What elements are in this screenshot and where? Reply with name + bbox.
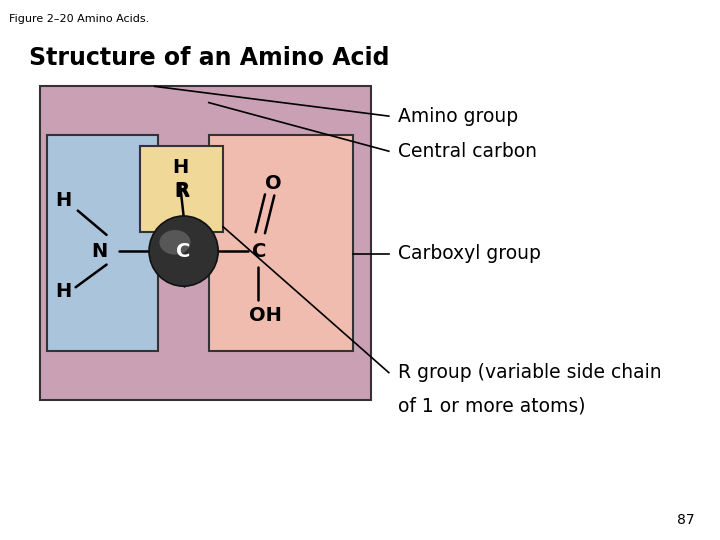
Bar xyxy=(209,135,353,351)
Text: Central carbon: Central carbon xyxy=(398,141,537,161)
Ellipse shape xyxy=(149,216,218,286)
Text: Amino group: Amino group xyxy=(398,106,518,126)
Text: N: N xyxy=(91,241,107,261)
Text: R group (variable side chain: R group (variable side chain xyxy=(398,363,662,382)
Text: C: C xyxy=(176,241,191,261)
Bar xyxy=(140,146,223,232)
Text: R: R xyxy=(175,182,189,201)
Bar xyxy=(40,86,371,400)
Text: Carboxyl group: Carboxyl group xyxy=(398,244,541,264)
Text: R: R xyxy=(175,180,189,200)
Text: of 1 or more atoms): of 1 or more atoms) xyxy=(398,396,585,416)
Text: O: O xyxy=(265,174,282,193)
Text: Figure 2–20 Amino Acids.: Figure 2–20 Amino Acids. xyxy=(9,14,149,24)
Text: C: C xyxy=(252,241,266,261)
Ellipse shape xyxy=(159,230,191,255)
Bar xyxy=(47,135,158,351)
Text: 87: 87 xyxy=(678,512,695,526)
Text: H: H xyxy=(172,158,188,177)
Text: OH: OH xyxy=(248,306,282,326)
Text: H: H xyxy=(55,191,71,211)
Text: Structure of an Amino Acid: Structure of an Amino Acid xyxy=(29,46,390,70)
Text: H: H xyxy=(55,282,71,301)
